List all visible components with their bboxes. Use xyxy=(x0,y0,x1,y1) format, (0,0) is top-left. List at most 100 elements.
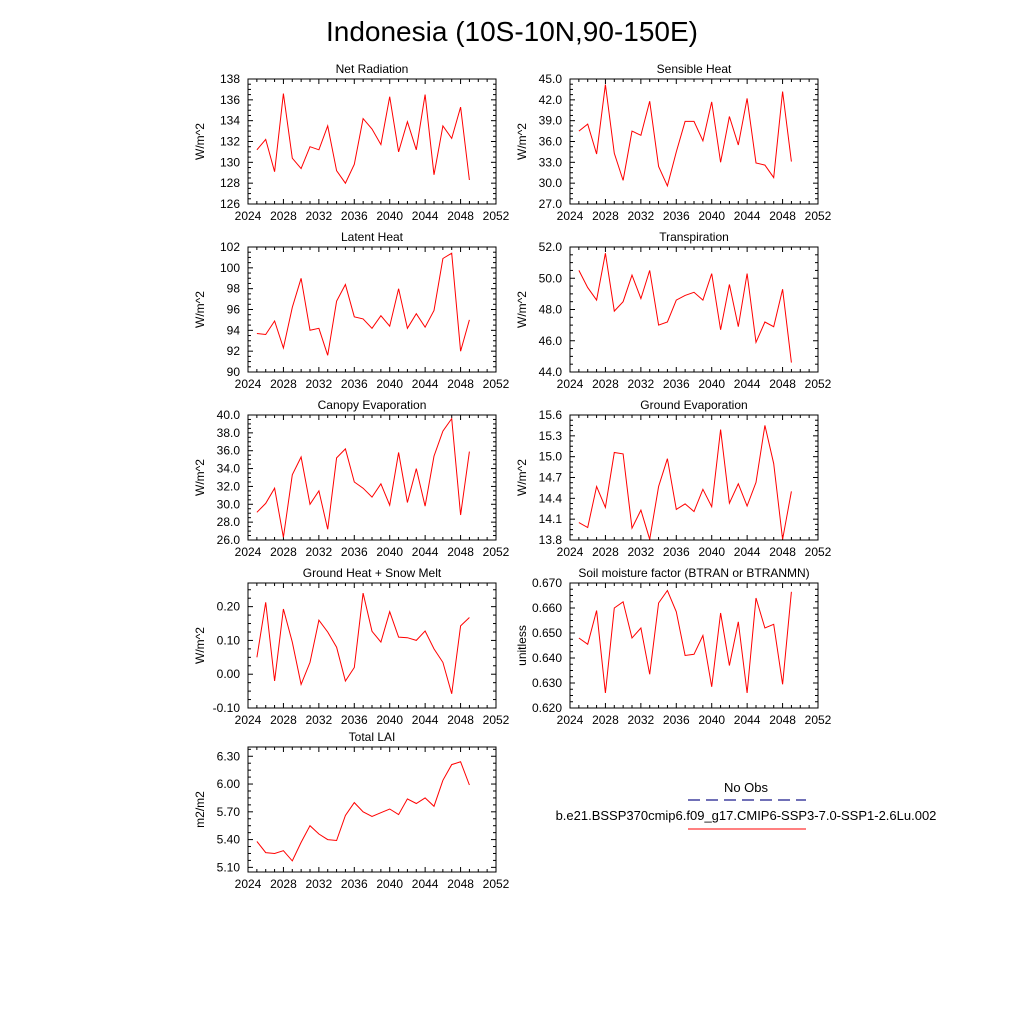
x-tick-label: 2044 xyxy=(734,545,761,559)
y-tick-label: 96 xyxy=(227,303,241,317)
x-tick-label: 2048 xyxy=(447,545,474,559)
y-tick-label: 94 xyxy=(227,323,241,337)
y-tick-label: 90 xyxy=(227,365,241,379)
y-tick-label: 5.10 xyxy=(217,860,241,874)
x-tick-label: 2024 xyxy=(235,877,262,891)
series-line xyxy=(578,425,792,540)
y-tick-label: 42.0 xyxy=(539,93,563,107)
x-tick-label: 2032 xyxy=(306,377,333,391)
y-tick-label: 14.4 xyxy=(539,491,563,505)
y-tick-label: 15.3 xyxy=(539,429,563,443)
series-line xyxy=(256,252,470,356)
x-tick-label: 2040 xyxy=(698,209,725,223)
y-tick-label: 5.70 xyxy=(217,805,241,819)
y-tick-label: 136 xyxy=(220,93,240,107)
y-tick-label: 40.0 xyxy=(217,408,241,422)
chart-panel: Latent Heat W/m^2 2024 2028 2032 2036 2040 2044… xyxy=(193,230,510,391)
x-tick-label: 2052 xyxy=(483,877,510,891)
y-axis-label: W/m^2 xyxy=(515,459,529,496)
series-line xyxy=(256,93,470,185)
x-tick-label: 2044 xyxy=(412,209,439,223)
x-tick-label: 2032 xyxy=(628,545,655,559)
panel-title: Net Radiation xyxy=(336,62,409,76)
y-tick-label: 98 xyxy=(227,282,241,296)
series-line xyxy=(256,417,470,538)
x-tick-label: 2048 xyxy=(769,713,796,727)
x-tick-label: 2036 xyxy=(341,877,368,891)
x-tick-label: 2052 xyxy=(483,713,510,727)
x-tick-label: 2052 xyxy=(805,545,832,559)
x-tick-label: 2044 xyxy=(734,209,761,223)
plot-frame xyxy=(569,582,819,709)
y-tick-label: 5.40 xyxy=(217,833,241,847)
series-line xyxy=(578,589,792,694)
y-tick-label: 126 xyxy=(220,197,240,211)
panel-title: Transpiration xyxy=(659,230,729,244)
x-tick-label: 2024 xyxy=(235,377,262,391)
y-tick-label: 50.0 xyxy=(539,271,563,285)
x-tick-label: 2040 xyxy=(376,713,403,727)
y-tick-label: 128 xyxy=(220,176,240,190)
x-tick-label: 2048 xyxy=(769,545,796,559)
x-tick-label: 2024 xyxy=(557,377,584,391)
x-tick-label: 2048 xyxy=(769,209,796,223)
series-line xyxy=(256,592,470,694)
y-tick-label: 138 xyxy=(220,72,240,86)
x-tick-label: 2036 xyxy=(341,377,368,391)
x-tick-label: 2036 xyxy=(663,377,690,391)
series-line xyxy=(578,84,792,188)
x-tick-label: 2044 xyxy=(734,377,761,391)
legend-obs-label: No Obs xyxy=(724,780,769,795)
y-tick-label: 0.650 xyxy=(532,626,562,640)
y-tick-label: 0.660 xyxy=(532,601,562,615)
x-tick-label: 2040 xyxy=(698,377,725,391)
x-tick-label: 2032 xyxy=(628,377,655,391)
panels-container: Net Radiation W/m^2 2024 2028 2032 2036 2040 20… xyxy=(193,62,832,891)
plot-frame xyxy=(247,78,497,205)
y-axis-label: unitless xyxy=(515,625,529,666)
y-tick-label: 134 xyxy=(220,114,240,128)
y-tick-label: 44.0 xyxy=(539,365,563,379)
x-tick-label: 2040 xyxy=(698,713,725,727)
x-tick-label: 2036 xyxy=(341,545,368,559)
x-tick-label: 2040 xyxy=(698,545,725,559)
y-tick-label: 30.0 xyxy=(217,497,241,511)
x-tick-label: 2052 xyxy=(805,209,832,223)
x-tick-label: 2028 xyxy=(592,377,619,391)
panel-title: Latent Heat xyxy=(341,230,404,244)
y-tick-label: 28.0 xyxy=(217,515,241,529)
x-tick-label: 2032 xyxy=(628,713,655,727)
x-tick-label: 2024 xyxy=(235,713,262,727)
chart-panel: Sensible Heat W/m^2 2024 2028 2032 2036 2040 20… xyxy=(515,62,832,223)
x-tick-label: 2036 xyxy=(341,209,368,223)
panel-title: Total LAI xyxy=(349,730,396,744)
x-tick-label: 2048 xyxy=(447,877,474,891)
x-tick-label: 2040 xyxy=(376,545,403,559)
y-axis-label: W/m^2 xyxy=(193,459,207,496)
panel-title: Canopy Evaporation xyxy=(318,398,427,412)
y-axis-label: W/m^2 xyxy=(515,291,529,328)
x-tick-label: 2048 xyxy=(769,377,796,391)
x-tick-label: 2044 xyxy=(412,377,439,391)
x-tick-label: 2024 xyxy=(235,209,262,223)
chart-panel: Ground Heat + Snow Melt W/m^2 2024 2028 2032… xyxy=(193,566,510,727)
x-tick-label: 2052 xyxy=(805,713,832,727)
x-tick-label: 2032 xyxy=(306,877,333,891)
x-tick-label: 2048 xyxy=(447,377,474,391)
y-tick-label: 39.0 xyxy=(539,114,563,128)
y-axis-label: W/m^2 xyxy=(515,123,529,160)
y-axis-label: m2/m2 xyxy=(193,791,207,828)
y-tick-label: 6.00 xyxy=(217,777,241,791)
x-tick-label: 2052 xyxy=(483,209,510,223)
y-tick-label: 48.0 xyxy=(539,303,563,317)
y-tick-label: 38.0 xyxy=(217,426,241,440)
x-tick-label: 2028 xyxy=(270,209,297,223)
series-line xyxy=(256,761,470,862)
x-tick-label: 2036 xyxy=(663,209,690,223)
x-tick-label: 2044 xyxy=(734,713,761,727)
y-tick-label: 92 xyxy=(227,344,241,358)
x-tick-label: 2044 xyxy=(412,713,439,727)
panel-title: Soil moisture factor (BTRAN or BTRANMN) xyxy=(578,566,809,580)
x-tick-label: 2052 xyxy=(805,377,832,391)
x-tick-label: 2048 xyxy=(447,713,474,727)
